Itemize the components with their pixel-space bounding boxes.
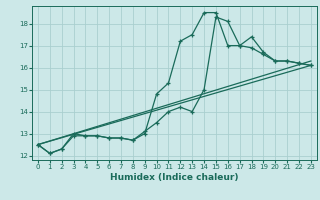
X-axis label: Humidex (Indice chaleur): Humidex (Indice chaleur) [110,173,239,182]
